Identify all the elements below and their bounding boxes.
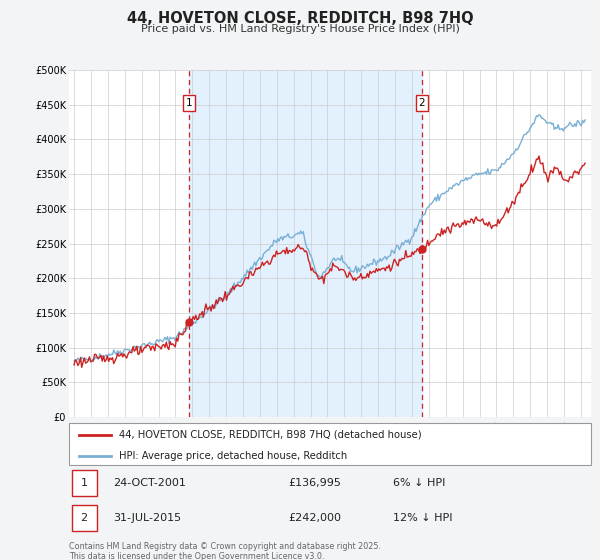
Text: Price paid vs. HM Land Registry's House Price Index (HPI): Price paid vs. HM Land Registry's House …: [140, 24, 460, 34]
Text: 2: 2: [80, 513, 88, 523]
Text: HPI: Average price, detached house, Redditch: HPI: Average price, detached house, Redd…: [119, 451, 347, 460]
Text: 2: 2: [418, 98, 425, 108]
FancyBboxPatch shape: [71, 470, 97, 496]
Text: £242,000: £242,000: [288, 513, 341, 523]
Text: £136,995: £136,995: [288, 478, 341, 488]
Text: 1: 1: [80, 478, 88, 488]
Text: 24-OCT-2001: 24-OCT-2001: [113, 478, 186, 488]
Text: 6% ↓ HPI: 6% ↓ HPI: [392, 478, 445, 488]
FancyBboxPatch shape: [71, 505, 97, 531]
FancyBboxPatch shape: [69, 423, 591, 465]
Text: 44, HOVETON CLOSE, REDDITCH, B98 7HQ: 44, HOVETON CLOSE, REDDITCH, B98 7HQ: [127, 11, 473, 26]
Text: 12% ↓ HPI: 12% ↓ HPI: [392, 513, 452, 523]
Text: 44, HOVETON CLOSE, REDDITCH, B98 7HQ (detached house): 44, HOVETON CLOSE, REDDITCH, B98 7HQ (de…: [119, 430, 421, 440]
Text: 1: 1: [186, 98, 193, 108]
Text: 31-JUL-2015: 31-JUL-2015: [113, 513, 181, 523]
Text: Contains HM Land Registry data © Crown copyright and database right 2025.
This d: Contains HM Land Registry data © Crown c…: [69, 542, 381, 560]
Bar: [189, 70, 422, 417]
